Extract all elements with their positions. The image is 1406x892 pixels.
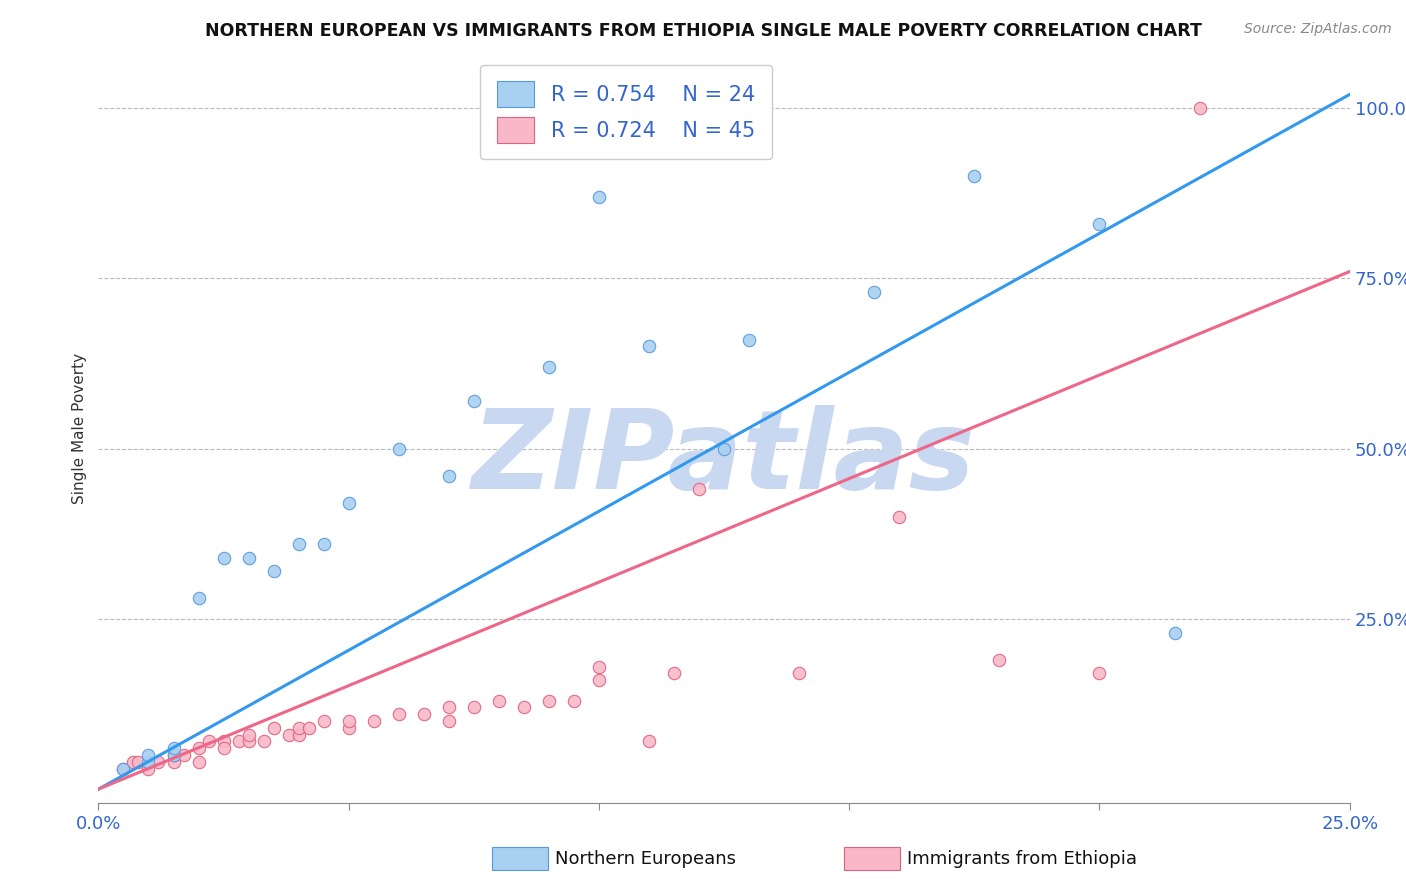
Point — [277, 728, 299, 742]
Text: ZIPatlas: ZIPatlas — [472, 405, 976, 512]
Point — [1188, 101, 1211, 115]
Point — [187, 591, 209, 606]
Point — [638, 339, 661, 353]
Point — [638, 734, 661, 748]
Legend: R = 0.754    N = 24, R = 0.724    N = 45: R = 0.754 N = 24, R = 0.724 N = 45 — [479, 65, 772, 160]
Point — [238, 728, 260, 742]
Point — [162, 741, 184, 756]
Point — [889, 509, 911, 524]
Point — [197, 734, 219, 748]
Y-axis label: Single Male Poverty: Single Male Poverty — [72, 352, 87, 504]
Point — [388, 707, 411, 722]
Point — [238, 734, 260, 748]
Point — [138, 755, 160, 769]
Point — [1163, 625, 1185, 640]
Point — [148, 755, 170, 769]
Point — [162, 748, 184, 763]
Point — [173, 748, 195, 763]
Point — [688, 483, 710, 497]
Point — [513, 700, 536, 714]
Point — [112, 762, 135, 776]
Point — [1088, 666, 1111, 681]
Point — [187, 755, 209, 769]
Point — [337, 496, 360, 510]
Point — [287, 728, 309, 742]
Point — [337, 721, 360, 735]
Text: Immigrants from Ethiopia: Immigrants from Ethiopia — [907, 850, 1137, 868]
Point — [252, 734, 274, 748]
Point — [738, 333, 761, 347]
Point — [588, 659, 610, 673]
Point — [463, 700, 485, 714]
Point — [662, 666, 685, 681]
Point — [437, 468, 460, 483]
Point — [112, 762, 135, 776]
Point — [588, 673, 610, 688]
Point — [138, 748, 160, 763]
Point — [963, 169, 986, 183]
Point — [388, 442, 411, 456]
Point — [187, 741, 209, 756]
Point — [363, 714, 385, 728]
Point — [437, 700, 460, 714]
Point — [298, 721, 321, 735]
Point — [412, 707, 434, 722]
Point — [463, 393, 485, 408]
Point — [263, 564, 285, 578]
Point — [122, 755, 145, 769]
Point — [437, 714, 460, 728]
Point — [238, 550, 260, 565]
Text: NORTHERN EUROPEAN VS IMMIGRANTS FROM ETHIOPIA SINGLE MALE POVERTY CORRELATION CH: NORTHERN EUROPEAN VS IMMIGRANTS FROM ETH… — [204, 22, 1202, 40]
Point — [138, 762, 160, 776]
Point — [713, 442, 735, 456]
Text: Northern Europeans: Northern Europeans — [555, 850, 737, 868]
Text: Source: ZipAtlas.com: Source: ZipAtlas.com — [1244, 22, 1392, 37]
Point — [588, 189, 610, 203]
Point — [1088, 217, 1111, 231]
Point — [287, 537, 309, 551]
Point — [312, 537, 335, 551]
Point — [212, 741, 235, 756]
Point — [488, 693, 510, 707]
Point — [287, 721, 309, 735]
Point — [988, 653, 1011, 667]
Point — [537, 359, 560, 374]
Point — [562, 693, 585, 707]
Point — [863, 285, 886, 299]
Point — [787, 666, 810, 681]
Point — [228, 734, 250, 748]
Point — [263, 721, 285, 735]
Point — [127, 755, 149, 769]
Point — [162, 755, 184, 769]
Point — [312, 714, 335, 728]
Point — [337, 714, 360, 728]
Point — [162, 748, 184, 763]
Point — [212, 734, 235, 748]
Point — [212, 550, 235, 565]
Point — [537, 693, 560, 707]
